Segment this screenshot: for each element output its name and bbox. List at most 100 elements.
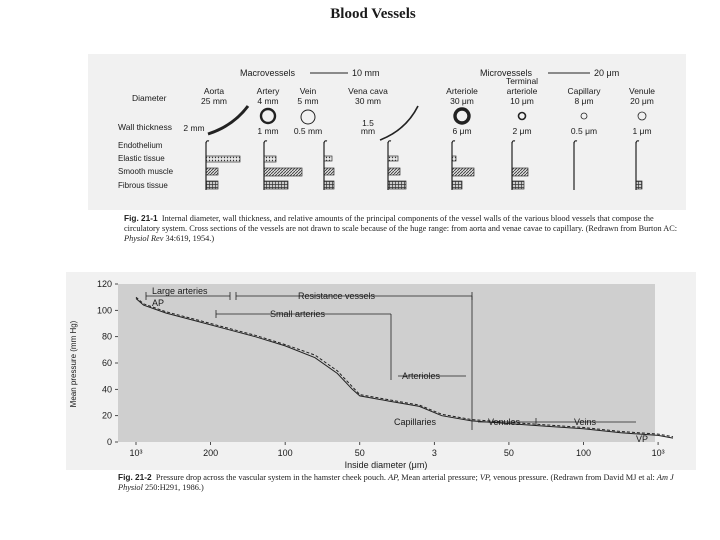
row-label-fibrous: Fibrous tissue <box>118 181 168 190</box>
arteriole-cross-section <box>453 107 471 125</box>
vena-cava-elastic-bar <box>387 155 399 162</box>
large-arteries-label: Large arteries <box>152 286 208 296</box>
vessel-name-terminal-2: arteriole <box>507 86 538 96</box>
stem-capillary <box>573 140 578 190</box>
fig2-caption-label: Fig. 21-2 <box>118 472 152 482</box>
x-tick-label: 3 <box>432 448 437 458</box>
x-axis-label: Inside diameter (μm) <box>345 460 428 470</box>
vena-cava-muscle-bar <box>387 167 401 176</box>
pressure-series-line-2 <box>135 296 674 438</box>
vessel-diameter-aorta: 25 mm <box>201 96 227 106</box>
vein-elastic-bar <box>323 155 333 162</box>
vein-muscle-bar <box>323 167 335 176</box>
fig1-caption-text-b: 34:619, 1954.) <box>165 234 215 243</box>
wall-terminal: 2 μm <box>512 126 531 136</box>
terminal-fibrous-bar <box>511 180 525 190</box>
wall-capillary: 0.5 μm <box>571 126 597 136</box>
y-axis-label: Mean pressure (mm Hg) <box>69 320 78 407</box>
vein-cross-section <box>300 109 316 125</box>
vessel-name-terminal-1: Terminal <box>506 76 538 86</box>
row-label-smooth: Smooth muscle <box>118 167 174 176</box>
vein-fibrous-bar <box>323 180 335 190</box>
y-tick-label: 120 <box>97 279 112 289</box>
vessel-name-artery: Artery <box>257 86 280 96</box>
small-arteries-label: Small arteries <box>270 309 326 319</box>
stem-terminal <box>511 140 516 190</box>
fig1-caption-label: Fig. 21-1 <box>124 213 158 223</box>
chart-plot-area <box>118 284 655 442</box>
venule-fibrous-bar <box>635 180 643 190</box>
x-tick-label: 50 <box>504 448 514 458</box>
pressure-series-line-1 <box>135 298 674 439</box>
aorta-muscle-bar <box>205 167 219 176</box>
vessel-name-vena-cava: Vena cava <box>348 86 388 96</box>
fig2-caption-ap: AP, <box>388 473 400 482</box>
capillary-cross-section <box>580 112 588 120</box>
venule-cross-section <box>637 111 647 121</box>
wall-venule: 1 μm <box>632 126 651 136</box>
artery-fibrous-bar <box>263 180 289 190</box>
y-tick-label: 100 <box>97 305 112 315</box>
figure-1-panel <box>88 54 686 210</box>
micro-scale: 20 μm <box>594 68 619 78</box>
veins-label: Veins <box>574 417 597 427</box>
arteriole-muscle-bar <box>451 167 475 177</box>
artery-cross-section <box>259 107 277 125</box>
aorta-fibrous-bar <box>205 180 219 190</box>
x-tick-label: 50 <box>355 448 365 458</box>
tissue-bars <box>205 155 643 190</box>
x-tick-label: 100 <box>576 448 591 458</box>
vp-label: VP <box>636 434 648 444</box>
micro-label: Microvessels <box>480 68 533 78</box>
artery-muscle-bar <box>263 167 303 177</box>
aorta-wall-arc <box>207 105 250 136</box>
resistance-label: Resistance vessels <box>298 291 376 301</box>
vena-cava-fibrous-bar <box>387 180 407 190</box>
y-tick-label: 20 <box>102 411 112 421</box>
artery-elastic-bar <box>263 155 277 163</box>
stem-arteriole <box>451 140 456 190</box>
page-title: Blood Vessels <box>330 6 416 22</box>
arteriole-fibrous-bar <box>451 180 463 190</box>
venules-label: Venules <box>488 417 521 427</box>
wall-artery: 1 mm <box>257 126 278 136</box>
figure-1-caption: Fig. 21-1 Internal diameter, wall thickn… <box>124 213 690 244</box>
wall-vena-cava-value: 1.5 <box>362 118 374 128</box>
endothelium-stems <box>205 140 640 190</box>
large-arteries-bracket <box>145 292 231 300</box>
vessel-name-vein: Vein <box>300 86 317 96</box>
macro-label: Macrovessels <box>240 68 296 78</box>
fig2-caption-text-a: Pressure drop across the vascular system… <box>155 473 386 482</box>
fig1-caption-journal: Physiol Rev <box>124 234 164 243</box>
aorta-elastic-bar <box>205 155 241 163</box>
vessel-name-arteriole: Arteriole <box>446 86 478 96</box>
wall-aorta: 2 mm <box>183 123 204 133</box>
arterioles-label: Arterioles <box>402 371 441 381</box>
vessel-diameter-vena-cava: 30 mm <box>355 96 381 106</box>
x-tick-label: 10³ <box>652 448 665 458</box>
vessel-diameter-terminal: 10 μm <box>510 96 534 106</box>
y-tick-label: 0 <box>107 437 112 447</box>
fig2-caption-vp: VP, <box>479 473 491 482</box>
stem-venule <box>635 140 640 190</box>
fig2-caption-journal: Am J Physiol <box>118 473 674 492</box>
fig2-caption-text-d: 250:H291, 1986.) <box>144 483 204 492</box>
stem-aorta <box>205 140 210 190</box>
stem-artery <box>263 140 268 190</box>
x-tick-label: 100 <box>278 448 293 458</box>
x-tick-label: 10³ <box>129 448 142 458</box>
row-label-wall: Wall thickness <box>118 122 172 132</box>
row-label-elastic: Elastic tissue <box>118 154 165 163</box>
fig1-caption-text-a: Internal diameter, wall thickness, and r… <box>124 214 678 233</box>
vessel-diameter-capillary: 8 μm <box>574 96 593 106</box>
y-tick-label: 60 <box>102 358 112 368</box>
stem-vein <box>323 140 328 190</box>
y-tick-label: 40 <box>102 384 112 394</box>
fig2-caption-text-b: Mean arterial pressure; <box>401 473 478 482</box>
figure-1-diagram: Macrovessels 10 mm Microvessels 20 μm Di… <box>118 68 655 190</box>
wall-vein: 0.5 mm <box>294 126 322 136</box>
macro-scale: 10 mm <box>352 68 380 78</box>
vessel-diameter-artery: 4 mm <box>257 96 278 106</box>
stem-vena-cava <box>387 140 392 190</box>
